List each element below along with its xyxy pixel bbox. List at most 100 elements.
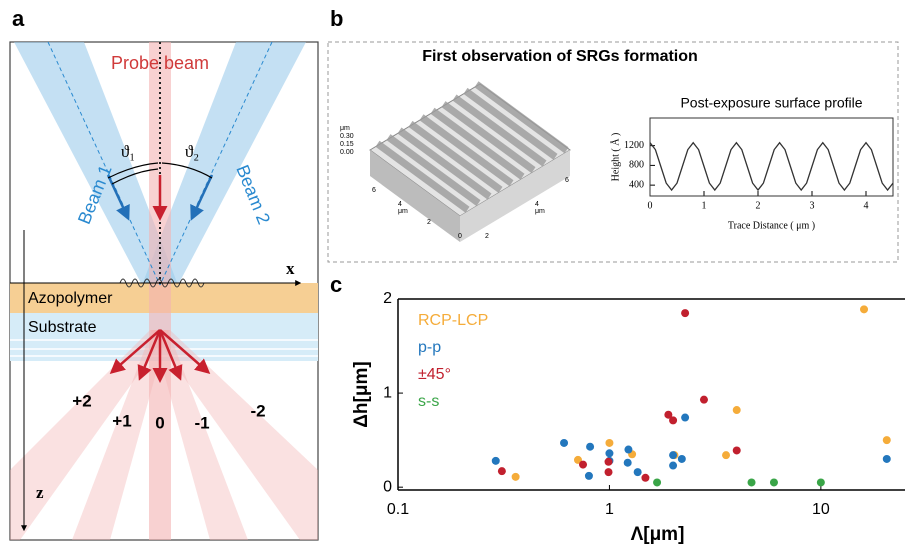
layer-label: Substrate xyxy=(28,319,97,336)
order-label: +2 xyxy=(72,391,91,410)
afm-label: 6 xyxy=(565,177,569,184)
y-axis-label: Height ( Å ) xyxy=(609,133,621,182)
beam-arrow xyxy=(106,174,130,221)
data-point xyxy=(669,461,678,470)
afm-label: 0 xyxy=(458,233,462,240)
data-point xyxy=(511,472,520,481)
x-tick-label: 10 xyxy=(812,501,830,518)
y-tick-label: 0 xyxy=(383,478,392,495)
data-point xyxy=(573,455,582,464)
afm-ridge xyxy=(397,127,492,200)
angle-arc xyxy=(161,162,213,179)
order-arrow xyxy=(109,329,161,374)
panel-label: c xyxy=(330,272,342,297)
x-tick-label: 4 xyxy=(864,200,869,211)
x-tick-label: 1 xyxy=(702,200,707,211)
afm-label: 6 xyxy=(372,187,376,194)
data-point xyxy=(605,449,614,458)
data-point xyxy=(882,436,891,445)
axis-label: z xyxy=(36,483,44,502)
layer-label: Azopolymer xyxy=(28,290,113,307)
plot-frame xyxy=(649,117,894,197)
afm-ridge xyxy=(452,94,547,167)
data-point xyxy=(732,406,741,415)
afm-image xyxy=(369,81,571,242)
x-axis-label: Trace Distance ( μm ) xyxy=(728,220,815,231)
data-point xyxy=(491,456,500,465)
angle-label: ϑ₂ xyxy=(185,142,199,161)
order-label: +1 xyxy=(112,411,131,430)
panel-label: a xyxy=(12,6,25,31)
y-tick-label: 1 xyxy=(383,384,392,401)
afm-label: 4 xyxy=(535,201,539,208)
afm-label: μm xyxy=(340,125,350,132)
x-tick-label: 1 xyxy=(605,501,614,518)
x-axis-label: Λ[μm] xyxy=(631,524,685,545)
data-point xyxy=(732,446,741,455)
afm-ridge xyxy=(408,120,503,193)
angle-label: ϑ₁ xyxy=(121,142,135,161)
x-tick-label: 0 xyxy=(648,200,653,211)
afm-ridge xyxy=(463,87,558,160)
probe-beam xyxy=(149,42,171,540)
data-point xyxy=(882,454,891,463)
data-point xyxy=(816,478,825,487)
data-point xyxy=(769,478,778,487)
order-label: 0 xyxy=(155,413,164,432)
profile-line xyxy=(649,141,894,192)
afm-ridge xyxy=(441,101,536,174)
order-arrow xyxy=(158,329,183,381)
y-tick-label: 800 xyxy=(629,160,644,171)
panel-b: First observation of SRGs formation μm 0… xyxy=(327,41,899,263)
beam-1 xyxy=(14,42,178,285)
diffracted-beam xyxy=(150,330,318,540)
data-point xyxy=(604,457,613,466)
afm-side xyxy=(460,150,570,242)
x-tick-label: 3 xyxy=(810,200,815,211)
data-point xyxy=(860,305,869,314)
data-point xyxy=(579,460,588,469)
afm-label: 4 xyxy=(398,201,402,208)
afm-ridge xyxy=(375,140,470,213)
panel-a: Probe beam Beam 1 Beam 2 ϑ₁ ϑ₂ x z Azopo… xyxy=(9,41,319,541)
data-point xyxy=(681,309,690,318)
y-tick-label: 2 xyxy=(383,290,392,307)
legend-entry: ±45° xyxy=(418,366,451,383)
afm-ridge xyxy=(474,81,569,154)
beam-axis xyxy=(47,41,161,286)
y-tick-label: 400 xyxy=(629,179,644,190)
data-point xyxy=(641,473,650,482)
legend-entry: p-p xyxy=(418,339,441,356)
panel-frame xyxy=(327,41,899,263)
order-arrow xyxy=(137,329,162,381)
data-point xyxy=(584,471,593,480)
afm-label: μm xyxy=(535,208,545,215)
data-point xyxy=(722,451,731,460)
beam-arrow xyxy=(190,174,214,221)
afm-label: μm xyxy=(398,208,408,215)
data-point xyxy=(604,468,613,477)
data-point xyxy=(497,467,506,476)
data-point xyxy=(586,442,595,451)
data-point xyxy=(669,451,678,460)
angle-arc xyxy=(111,168,159,185)
afm-label: 0.00 xyxy=(340,149,354,156)
data-point xyxy=(699,395,708,404)
order-label: -1 xyxy=(194,413,209,432)
data-point xyxy=(605,438,614,447)
data-point xyxy=(681,413,690,422)
afm-ridge xyxy=(430,107,525,180)
diffraction-arrows xyxy=(109,329,211,383)
data-point xyxy=(747,478,756,487)
axis-label: x xyxy=(286,259,295,278)
afm-label: 0.30 xyxy=(340,133,354,140)
afm-label: 0.15 xyxy=(340,141,354,148)
beam-2 xyxy=(142,42,306,285)
afm-label: 2 xyxy=(427,219,431,226)
beam-axis xyxy=(159,41,273,286)
afm-label: 2 xyxy=(485,233,489,240)
y-axis-label: Δh[μm] xyxy=(351,361,372,427)
data-point xyxy=(677,454,686,463)
data-point xyxy=(653,478,662,487)
